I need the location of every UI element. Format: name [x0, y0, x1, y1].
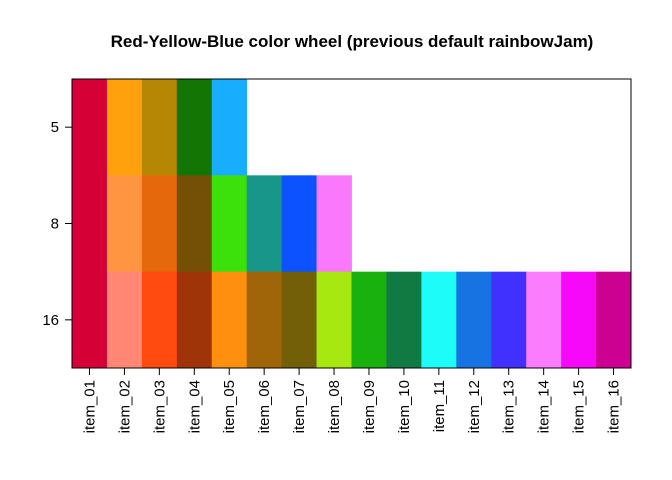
heatmap-cell-16-4	[176, 271, 213, 369]
x-tick-label-item_11: item_11	[431, 380, 448, 432]
heatmap-cell-16-16	[596, 271, 632, 369]
heatmap-cell-16-12	[456, 271, 492, 369]
heatmap-cell-8-6	[246, 175, 283, 273]
x-tick-label-item_08: item_08	[326, 380, 343, 433]
heatmap-cell-8-5	[211, 175, 248, 273]
heatmap-cell-8-7	[281, 175, 317, 273]
heatmap-cell-5-1	[72, 79, 108, 176]
heatmap-cell-16-7	[281, 271, 317, 369]
heatmap-cell-5-5	[211, 79, 248, 176]
heatmap-cell-16-6	[246, 271, 283, 369]
x-tick-label-item_15: item_15	[571, 380, 588, 433]
x-tick-label-item_02: item_02	[116, 380, 133, 433]
heatmap-cells	[72, 79, 632, 369]
x-tick-label-item_14: item_14	[536, 380, 553, 433]
x-tick-label-item_03: item_03	[151, 380, 168, 433]
x-tick-label-item_06: item_06	[256, 380, 273, 433]
y-tick-label-5: 5	[51, 119, 59, 136]
x-tick-label-item_13: item_13	[501, 380, 518, 433]
heatmap-cell-16-2	[106, 271, 143, 369]
chart-title: Red-Yellow-Blue color wheel (previous de…	[111, 32, 594, 51]
y-axis: 5 8 16	[42, 119, 73, 329]
heatmap-cell-5-3	[141, 79, 178, 176]
heatmap-cell-8-3	[141, 175, 178, 273]
heatmap-cell-5-4	[176, 79, 213, 176]
x-tick-label-item_09: item_09	[361, 380, 378, 433]
x-tick-label-item_01: item_01	[81, 380, 98, 433]
heatmap-cell-16-1	[72, 271, 108, 369]
x-tick-label-item_16: item_16	[606, 380, 623, 433]
heatmap-cell-16-14	[526, 271, 562, 369]
heatmap-cell-5-2	[106, 79, 143, 176]
x-tick-label-item_04: item_04	[186, 380, 203, 433]
heatmap-cell-16-15	[561, 271, 597, 369]
heatmap-cell-16-10	[386, 271, 422, 369]
heatmap-cell-8-4	[176, 175, 213, 273]
x-tick-label-item_12: item_12	[466, 380, 483, 433]
heatmap-cell-16-9	[351, 271, 387, 369]
heatmap-cell-16-8	[316, 271, 352, 369]
y-tick-label-16: 16	[42, 312, 59, 329]
y-tick-label-8: 8	[51, 216, 59, 233]
heatmap-cell-16-5	[211, 271, 248, 369]
heatmap-cell-8-1	[72, 175, 108, 273]
heatmap-cell-16-3	[141, 271, 178, 369]
heatmap-cell-16-13	[491, 271, 527, 369]
x-tick-label-item_05: item_05	[221, 380, 238, 433]
heatmap-cell-16-11	[421, 271, 457, 369]
x-tick-label-item_07: item_07	[291, 380, 308, 433]
x-axis: item_01 item_02 item_03 item_04 item_05 item_…	[81, 367, 623, 433]
x-tick-label-item_10: item_10	[396, 380, 413, 433]
heatmap-cell-8-2	[106, 175, 143, 273]
heatmap-cell-8-8	[316, 175, 352, 273]
